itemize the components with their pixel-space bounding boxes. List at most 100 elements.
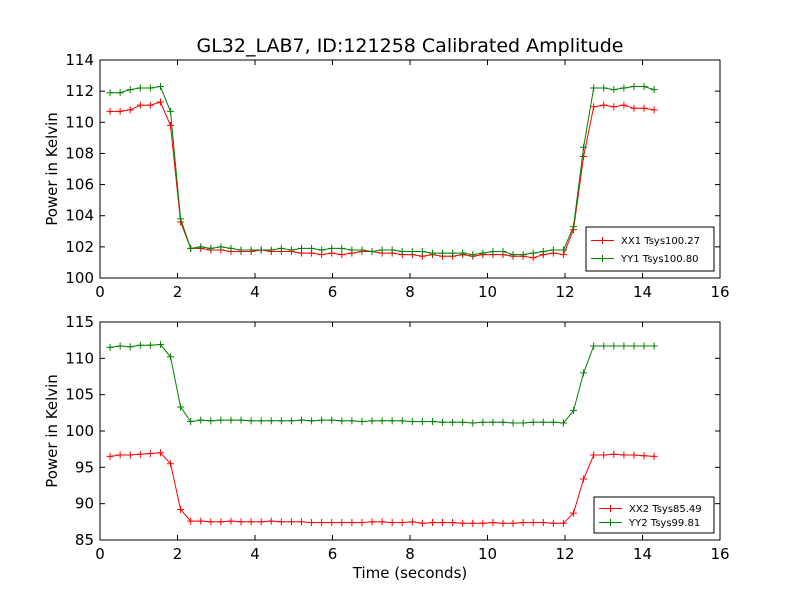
bottom-plot-data-point — [126, 343, 134, 351]
bottom-plot-data-point — [207, 417, 215, 425]
top-plot-data-point — [318, 246, 326, 254]
bottom-plot-data-point — [378, 518, 386, 526]
bottom-plot-data-point — [559, 419, 567, 427]
bottom-plot-data-point — [298, 416, 305, 424]
top-plot-data-point — [227, 244, 235, 252]
top-plot-data-point — [519, 251, 527, 259]
bottom-plot-ytick-label: 85 — [75, 531, 94, 549]
bottom-plot-data-point — [570, 407, 578, 415]
bottom-plot-data-point — [549, 519, 557, 527]
bottom-plot-axes-frame — [99, 321, 721, 541]
top-plot-data-point — [610, 86, 618, 94]
bottom-plot-data-point — [116, 451, 124, 459]
bottom-plot-data-point — [267, 517, 275, 525]
top-plot-ytick-label: 108 — [65, 144, 94, 162]
bottom-plot-data-point — [459, 418, 467, 426]
bottom-plot-ytick-label: 90 — [75, 495, 94, 513]
bottom-plot-data-point — [408, 518, 416, 526]
bottom-plot-data-point — [257, 417, 265, 425]
bottom-plot-data-point — [197, 517, 205, 525]
bottom-plot-ylabel: Power in Kelvin — [43, 374, 61, 488]
top-plot-data-point — [388, 246, 396, 254]
top-plot-data-point — [247, 246, 255, 254]
bottom-plot-data-point — [136, 450, 144, 458]
bottom-plot-xlabel: Time (seconds) — [352, 564, 468, 582]
bottom-plot-ytick-label: 115 — [65, 313, 94, 331]
bottom-plot-data-point — [449, 519, 457, 527]
bottom-plot-data-point — [449, 418, 457, 426]
top-plot-ytick-label: 114 — [65, 51, 94, 69]
top-plot-data-point — [277, 244, 285, 252]
bottom-plot-data-point — [509, 419, 517, 427]
bottom-plot-data-point — [489, 519, 497, 527]
bottom-plot-data-point — [247, 417, 255, 425]
bottom-plot-data-point — [217, 518, 225, 526]
bottom-plot-data-point — [529, 519, 537, 527]
bottom-plot-data-point — [408, 418, 416, 426]
bottom-plot-data-point — [610, 342, 618, 350]
bottom-plot-data-point — [126, 451, 134, 459]
top-plot-data-point — [439, 249, 447, 257]
top-plot-data-point — [408, 248, 416, 256]
bottom-plot-data-point — [610, 450, 618, 458]
top-plot-data-point — [287, 246, 295, 254]
top-plot-xtick-label: 14 — [633, 283, 652, 301]
top-plot-legend-marker — [599, 255, 606, 262]
top-plot-data-point — [156, 82, 164, 90]
top-plot-data-point — [267, 246, 275, 254]
bottom-plot-data-point — [358, 418, 366, 426]
top-plot-data-point — [559, 246, 567, 254]
top-plot-data-point — [156, 98, 164, 106]
bottom-plot-data-point — [368, 518, 376, 526]
bottom-plot-data-point — [439, 519, 447, 527]
bottom-plot-data-point — [287, 417, 295, 425]
bottom-plot-xtick-label: 2 — [173, 545, 183, 563]
bottom-plot-data-point — [418, 418, 426, 426]
top-plot-xtick-label: 0 — [95, 283, 105, 301]
bottom-plot-data-point — [298, 518, 305, 526]
top-plot-legend-label: XX1 Tsys100.27 — [621, 236, 700, 247]
bottom-plot-legend-label: YY2 Tsys99.81 — [628, 518, 700, 529]
bottom-plot-xtick-label: 10 — [478, 545, 497, 563]
bottom-plot-data-point — [257, 518, 265, 526]
bottom-plot-data-point — [580, 369, 588, 377]
top-plot-xtick-label: 4 — [250, 283, 260, 301]
top-plot-data-point — [590, 103, 598, 111]
top-plot-ylabel: Power in Kelvin — [43, 112, 61, 226]
bottom-plot-data-point — [116, 342, 124, 350]
top-plot-data-point — [298, 244, 305, 252]
bottom-plot-legend — [593, 496, 715, 534]
top-plot-data-point — [207, 244, 215, 252]
top-plot-data-point — [348, 246, 356, 254]
bottom-plot-data-point — [227, 416, 235, 424]
bottom-plot-data-point — [136, 341, 144, 349]
top-plot-data-point — [580, 153, 588, 161]
top-plot-data-point — [580, 143, 588, 151]
bottom-plot-data-point — [106, 452, 114, 460]
bottom-plot-data-point — [156, 341, 164, 349]
top-plot-data-point — [539, 248, 547, 256]
top-plot-legend-marker — [599, 237, 606, 244]
bottom-plot-data-point — [177, 505, 185, 513]
bottom-plot-ytick-label: 100 — [65, 422, 94, 440]
bottom-plot-data-point — [237, 518, 245, 526]
top-plot-xtick-label: 10 — [478, 283, 497, 301]
top-plot-legend — [585, 226, 715, 272]
bottom-plot-data-point — [418, 519, 426, 527]
top-plot: Power in Kelvin 0 2 4 6 8 10 12 14 16 100 102 104 10… — [43, 51, 730, 301]
bottom-plot-data-point — [539, 418, 547, 426]
bottom-plot-xtick-label: 0 — [95, 545, 105, 563]
top-plot-data-point — [237, 246, 245, 254]
top-plot-data-point — [146, 84, 154, 92]
top-plot-data-point — [570, 223, 578, 231]
figure-title: GL32_LAB7, ID:121258 Calibrated Amplitud… — [197, 35, 624, 57]
bottom-plot-data-point — [308, 519, 316, 527]
top-plot-data-point — [146, 101, 154, 109]
bottom-plot-ytick-label: 110 — [65, 349, 94, 367]
bottom-plot-data-point — [308, 417, 316, 425]
top-plot-xtick-label: 16 — [710, 283, 729, 301]
bottom-plot-data-point — [267, 417, 275, 425]
bottom-plot-data-point — [428, 418, 436, 426]
bottom-plot-data-point — [247, 518, 255, 526]
bottom-plot-data-point — [600, 342, 608, 350]
